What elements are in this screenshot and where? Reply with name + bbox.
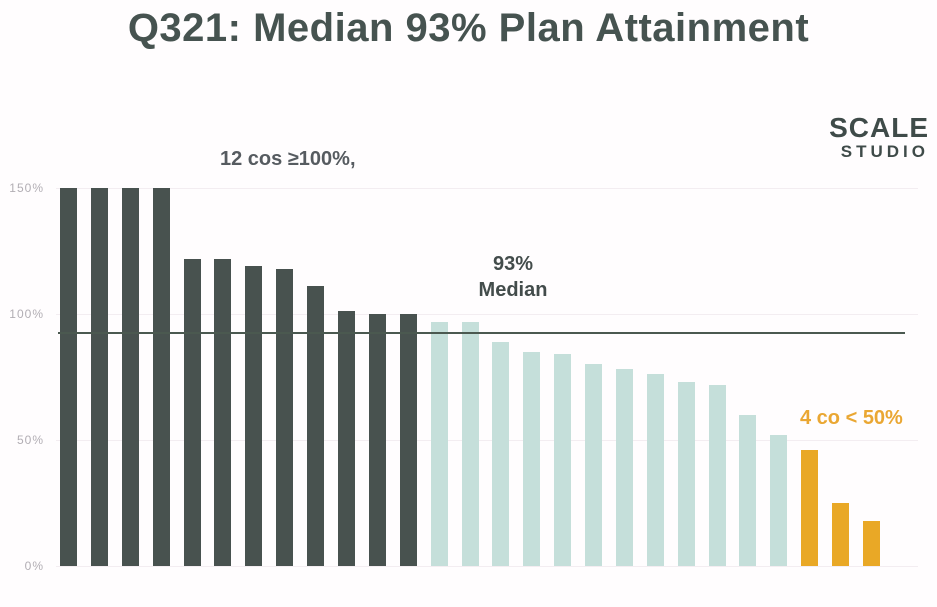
bar [122, 188, 139, 566]
bar [616, 369, 633, 566]
annotation-median-word: Median [478, 279, 548, 301]
bar [153, 188, 170, 566]
bar [801, 450, 818, 566]
bar [523, 352, 540, 566]
bar [462, 322, 479, 566]
bar [770, 435, 787, 566]
bar [585, 364, 602, 566]
annotation-below-50: 4 co < 50% [800, 407, 903, 429]
bar [709, 385, 726, 566]
bar [91, 188, 108, 566]
bar-chart [56, 188, 918, 567]
bar [647, 374, 664, 566]
scale-studio-logo: SCALE STUDIO [829, 113, 929, 161]
bar [60, 188, 77, 566]
y-axis: 150% 100% 50% 0% [0, 181, 44, 573]
y-tick-label-50: 50% [16, 433, 44, 447]
annotation-median-value: 93% [492, 253, 534, 275]
bar [431, 322, 448, 566]
logo-scale-text: SCALE [829, 112, 929, 143]
bar [245, 266, 262, 566]
bar [863, 521, 880, 566]
page-title: Q321: Median 93% Plan Attainment [127, 6, 810, 50]
bar [554, 354, 571, 566]
gridline-150 [56, 188, 918, 189]
bar [739, 415, 756, 566]
annotation-above-100: 12 cos ≥100%, [220, 148, 356, 170]
annotation-median: 93% Median [433, 251, 593, 303]
bar [369, 314, 386, 566]
bar [678, 382, 695, 566]
bar [492, 342, 509, 566]
bar [307, 286, 324, 566]
bar [214, 259, 231, 566]
y-tick-label-0: 0% [24, 559, 44, 573]
y-tick-label-150: 150% [9, 181, 44, 195]
logo-studio-text: STUDIO [840, 142, 929, 161]
bar [400, 314, 417, 566]
bar [276, 269, 293, 566]
bar [338, 311, 355, 566]
bar [184, 259, 201, 566]
gridline-50 [56, 440, 918, 441]
gridline-0 [56, 566, 918, 567]
y-tick-label-100: 100% [9, 307, 44, 321]
gridline-100 [56, 314, 918, 315]
median-line [58, 332, 905, 334]
bar [832, 503, 849, 566]
